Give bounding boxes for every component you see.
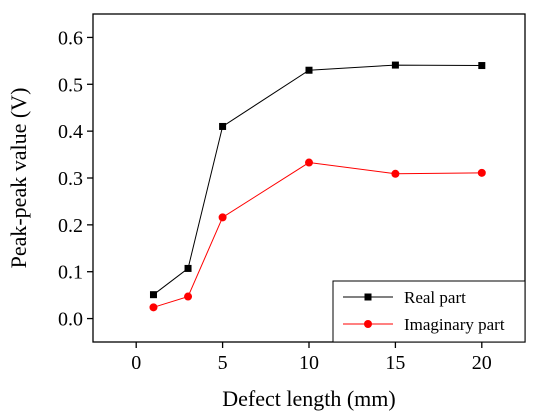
y-axis-label: Peak-peak value (V) — [6, 88, 31, 269]
data-point — [149, 291, 157, 299]
series-line-0 — [153, 64, 482, 296]
y-tick-label: 0.1 — [58, 262, 83, 284]
y-tick-label: 0.0 — [58, 309, 83, 331]
x-tick-label: 10 — [299, 352, 319, 374]
legend-marker — [364, 293, 372, 301]
legend-label: Real part — [404, 288, 466, 307]
x-tick-label: 5 — [218, 352, 228, 374]
x-tick-label: 15 — [385, 352, 405, 374]
data-point — [219, 122, 227, 130]
y-tick-label: 0.5 — [58, 74, 83, 96]
y-tick-label: 0.4 — [58, 121, 83, 143]
x-tick-label: 0 — [131, 352, 141, 374]
series-layer — [149, 61, 486, 312]
data-point — [184, 264, 192, 272]
series-line-1 — [153, 162, 482, 308]
data-point — [391, 61, 399, 69]
legend: Real part Imaginary part — [332, 280, 526, 343]
x-tick-label: 20 — [472, 352, 492, 374]
data-point — [218, 213, 227, 222]
data-point — [477, 168, 486, 177]
legend-marker — [364, 320, 372, 328]
x-axis-label: Defect length (mm) — [222, 386, 396, 411]
data-point — [305, 158, 313, 167]
legend-box — [332, 280, 526, 343]
y-tick-label: 0.6 — [58, 27, 83, 49]
data-point — [478, 62, 486, 70]
data-point — [305, 66, 313, 74]
y-axis: 0.0 0.1 0.2 0.3 0.4 0.5 0.6 — [58, 27, 93, 331]
legend-label: Imaginary part — [404, 315, 505, 334]
x-axis: 0 5 10 15 20 — [131, 342, 492, 374]
y-tick-label: 0.2 — [58, 215, 83, 237]
data-point — [149, 303, 158, 312]
y-tick-label: 0.3 — [58, 168, 83, 190]
data-point — [184, 292, 193, 301]
data-point — [391, 169, 400, 178]
